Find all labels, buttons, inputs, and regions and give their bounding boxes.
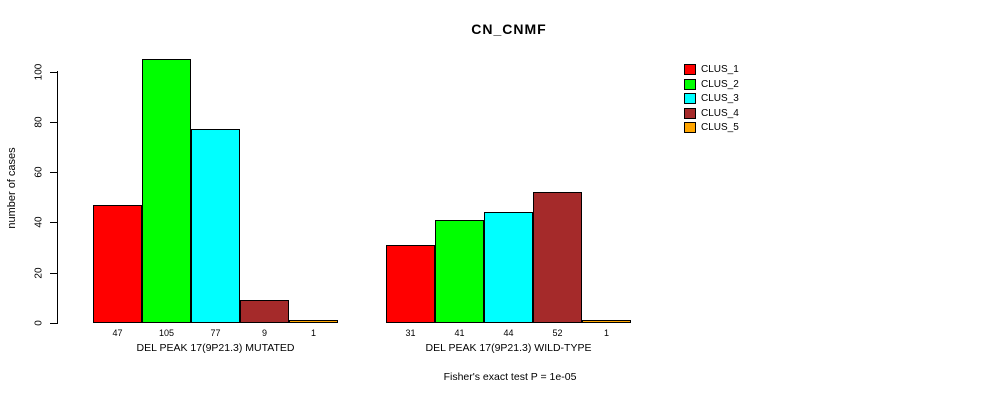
bar-clus-3-group1 (191, 129, 240, 323)
x-group-label: DEL PEAK 17(9P21.3) MUTATED (136, 342, 295, 354)
y-tick-mark (50, 71, 57, 73)
legend-row: CLUS_4 (684, 107, 739, 119)
y-tick-label: 80 (33, 116, 45, 128)
legend-label: CLUS_3 (701, 93, 739, 105)
legend-swatch-icon (684, 107, 696, 119)
bar-value-label: 77 (210, 328, 221, 338)
y-tick-label: 60 (33, 166, 45, 178)
y-tick-mark (50, 172, 57, 174)
y-tick-label: 40 (33, 216, 45, 228)
legend-swatch-icon (684, 78, 696, 90)
bar-value-label: 52 (552, 328, 563, 338)
legend-label: CLUS_1 (701, 64, 739, 75)
bar-clus-5-group1 (289, 320, 338, 323)
bar-clus-5-group2 (582, 320, 631, 323)
bar-value-label: 47 (112, 328, 123, 338)
legend-label: CLUS_4 (701, 107, 739, 119)
legend: CLUS_1 CLUS_2 CLUS_3 CLUS_4 CLUS_5 (684, 64, 739, 137)
chart-title: CN_CNMF (471, 21, 547, 37)
y-tick-mark (50, 272, 57, 274)
bar-clus-1-group2 (386, 245, 435, 323)
bar-clus-4-group2 (533, 192, 582, 323)
legend-swatch-icon (684, 64, 696, 75)
legend-label: CLUS_2 (701, 78, 739, 90)
legend-row: CLUS_5 (684, 122, 739, 134)
y-tick-mark (50, 121, 57, 123)
y-tick-mark (50, 323, 57, 324)
bar-value-label: 1 (310, 328, 317, 338)
bar-clus-4-group1 (240, 300, 289, 323)
y-axis-line (57, 71, 58, 324)
caption: Fisher's exact test P = 1e-05 (443, 371, 577, 383)
legend-swatch-icon (684, 93, 696, 105)
bar-clus-1-group1 (93, 204, 142, 323)
legend-row: CLUS_2 (684, 78, 739, 90)
bar-value-label: 105 (158, 328, 175, 338)
legend-row: CLUS_3 (684, 93, 739, 105)
y-tick-label: 20 (33, 267, 45, 279)
bar-value-label: 41 (454, 328, 465, 338)
bar-value-label: 1 (603, 328, 610, 338)
y-tick-mark (50, 222, 57, 224)
bar-clus-3-group2 (484, 212, 533, 323)
legend-label: CLUS_5 (701, 122, 739, 134)
legend-swatch-icon (684, 122, 696, 134)
bar-clus-2-group1 (142, 58, 191, 323)
x-group-label: DEL PEAK 17(9P21.3) WILD-TYPE (425, 342, 592, 354)
bar-clus-2-group2 (435, 219, 484, 323)
y-tick-label: 0 (33, 320, 45, 326)
bar-value-label: 31 (405, 328, 416, 338)
y-tick-label: 100 (33, 63, 45, 80)
bar-value-label: 9 (261, 328, 268, 338)
legend-row: CLUS_1 (684, 64, 739, 75)
y-axis-label: number of cases (6, 147, 18, 229)
bar-value-label: 44 (503, 328, 514, 338)
